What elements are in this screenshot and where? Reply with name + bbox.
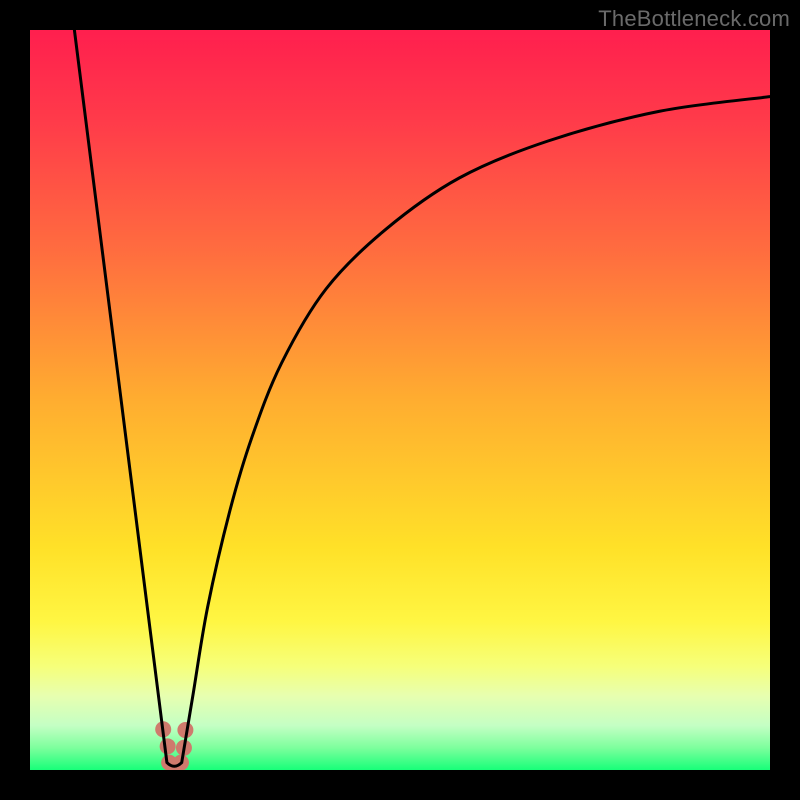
bottleneck-curve-plot (0, 0, 800, 800)
plot-background (30, 30, 770, 770)
chart-frame: TheBottleneck.com (0, 0, 800, 800)
